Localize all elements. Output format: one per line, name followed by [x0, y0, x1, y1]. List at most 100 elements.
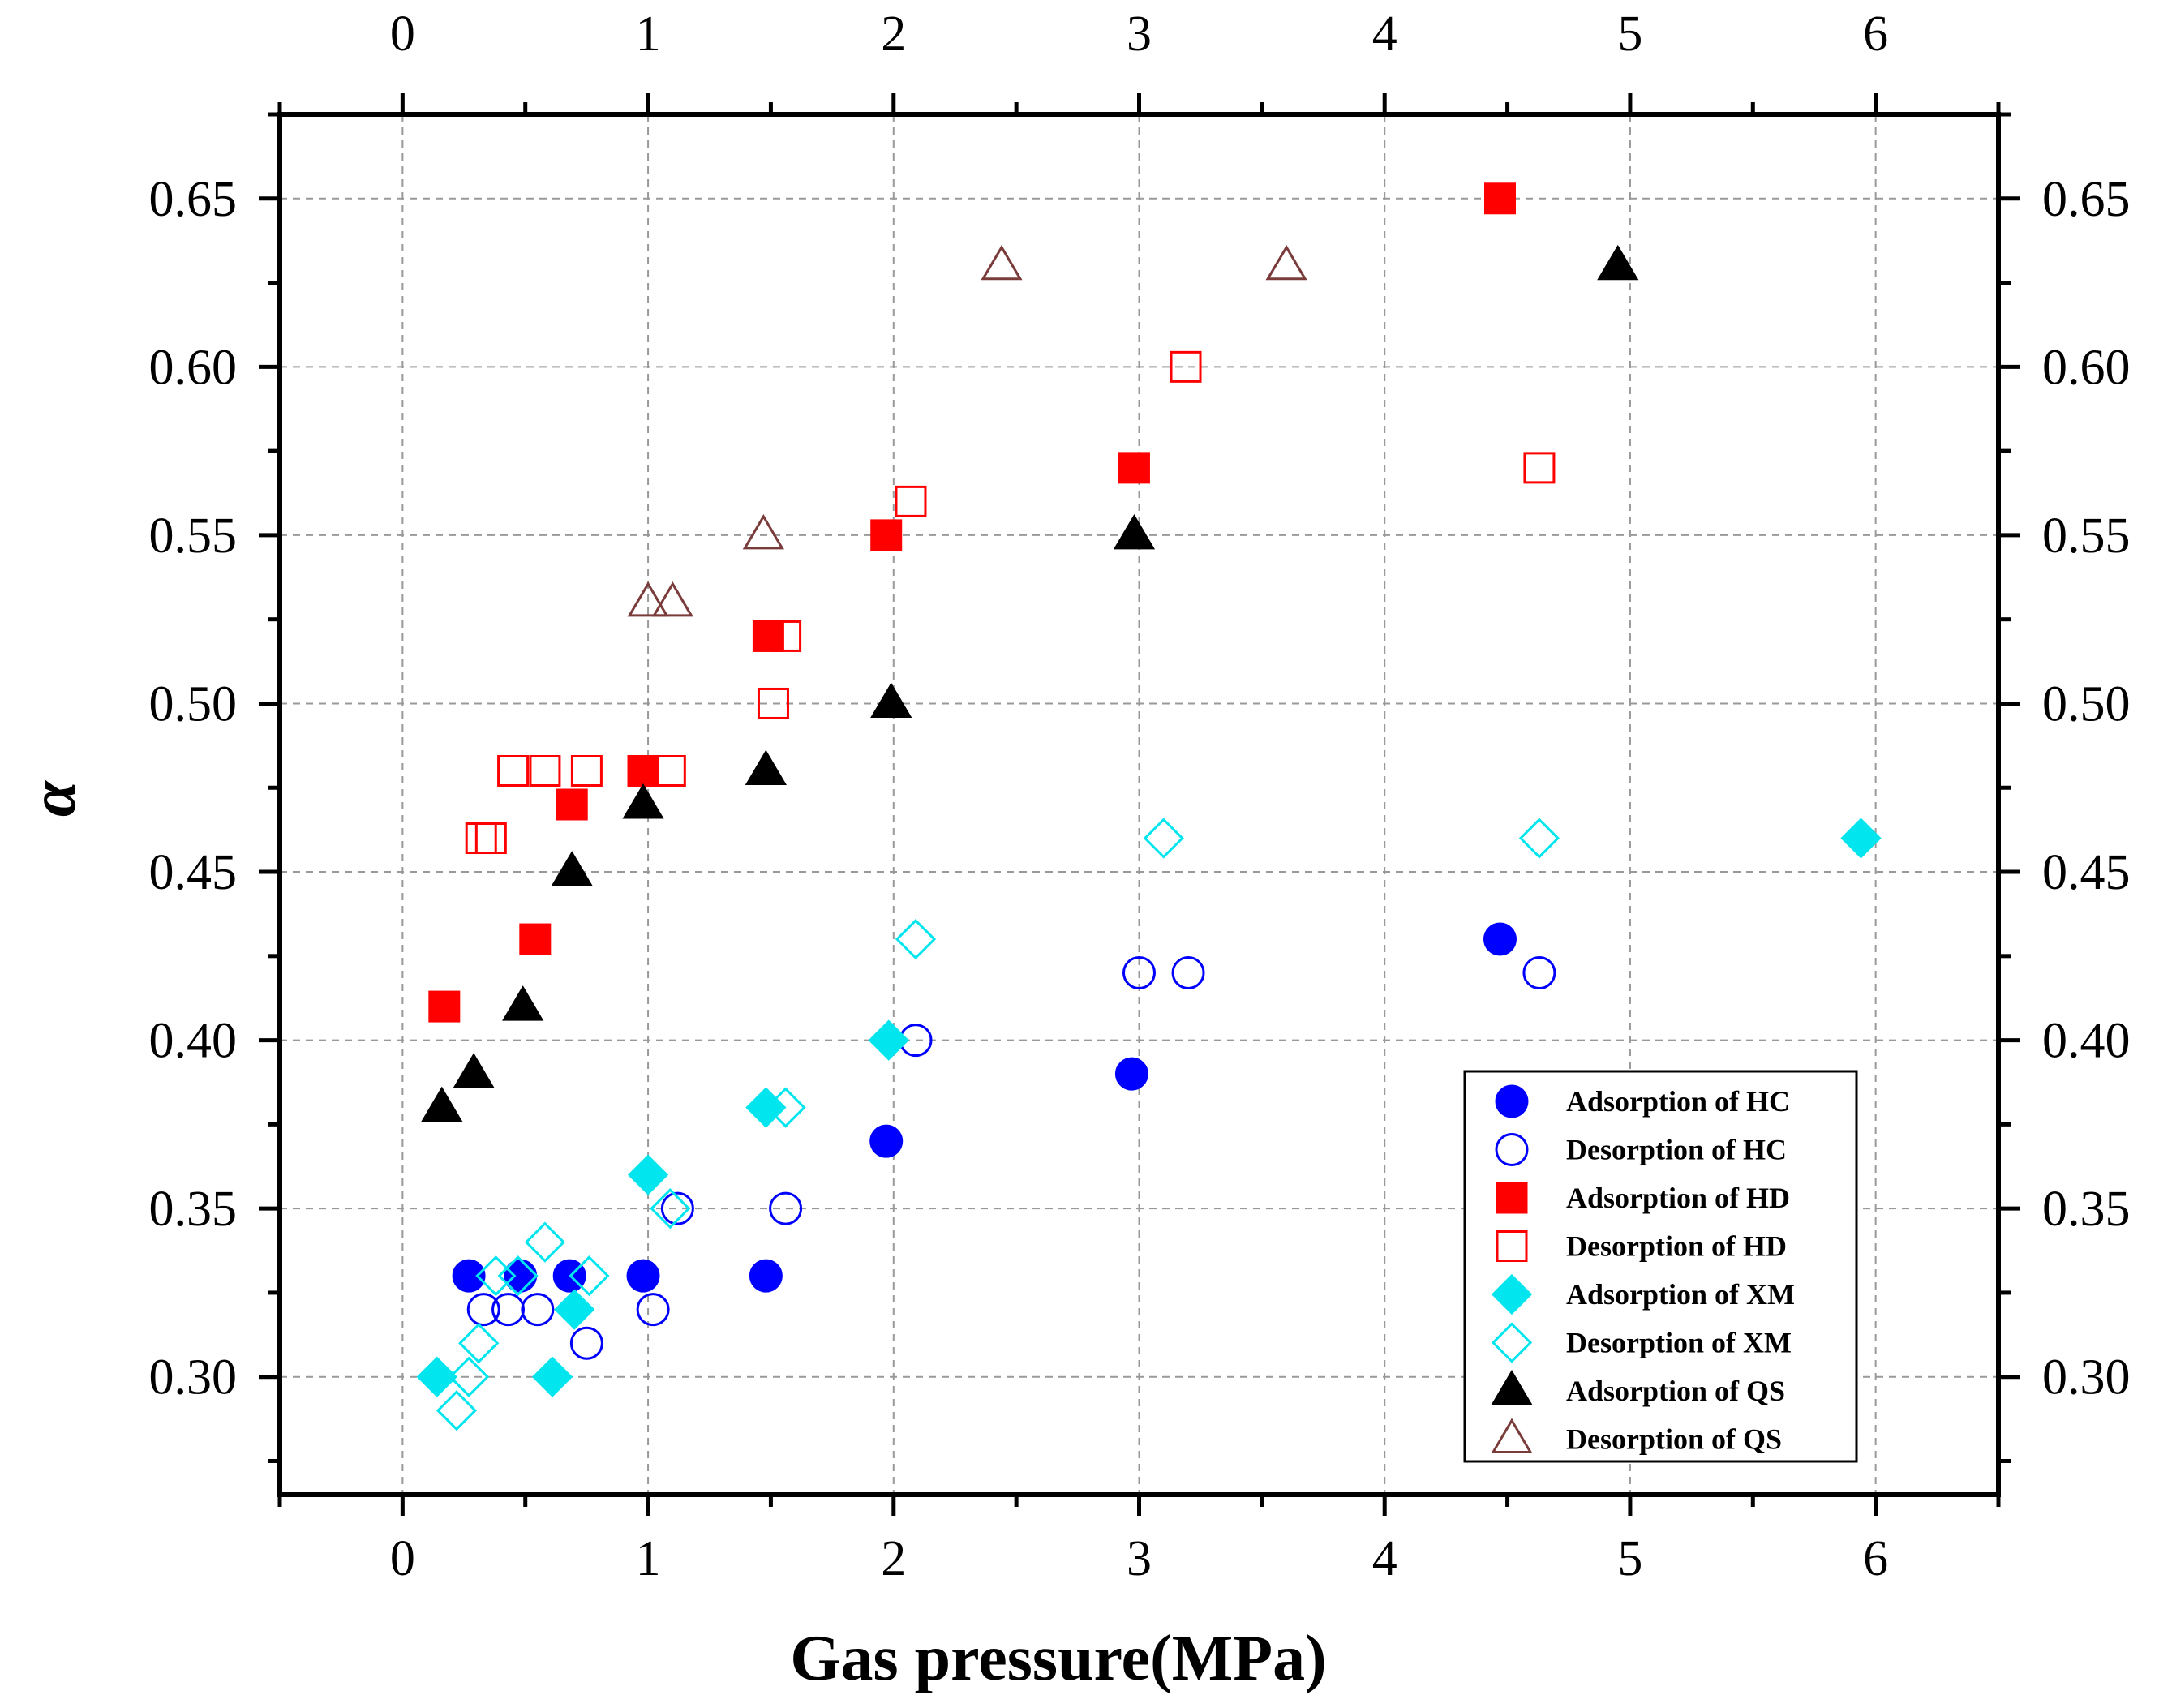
data-point	[870, 682, 912, 718]
data-point	[1483, 182, 1516, 215]
y-tick-label-right: 0.55	[2042, 509, 2131, 564]
data-markers	[416, 182, 1882, 1431]
data-point	[1522, 956, 1556, 990]
data-point	[436, 1390, 478, 1431]
series-desorption-of-hc	[466, 956, 1556, 1360]
legend-marker	[1495, 1084, 1529, 1118]
legend-label: Desorption of HD	[1566, 1230, 1787, 1263]
x-tick-label-top: 6	[1863, 6, 1888, 62]
data-point	[749, 1259, 783, 1293]
legend-marker	[1496, 1182, 1528, 1214]
x-tick-label-bottom: 2	[881, 1531, 906, 1586]
data-point	[531, 1356, 573, 1397]
x-tick-label-top: 1	[636, 6, 661, 62]
legend-item: Desorption of QS	[1491, 1418, 1782, 1456]
data-point	[627, 754, 659, 787]
x-tick-label-top: 0	[390, 6, 415, 62]
y-tick-label-left: 0.60	[149, 340, 238, 395]
data-point	[1122, 956, 1156, 990]
data-point	[466, 1293, 500, 1327]
data-point	[1114, 1057, 1148, 1091]
data-point	[650, 1188, 691, 1230]
data-point	[895, 485, 927, 517]
data-point	[551, 851, 593, 886]
data-point	[752, 620, 784, 652]
data-point	[458, 1323, 500, 1364]
series-desorption-of-hd	[465, 350, 1556, 855]
legend-item: Adsorption of XM	[1491, 1273, 1795, 1315]
series-adsorption-of-qs	[421, 244, 1639, 1122]
legend-label: Adsorption of QS	[1566, 1375, 1785, 1407]
y-tick-label-right: 0.50	[2042, 676, 2131, 732]
y-tick-label-right: 0.40	[2042, 1014, 2131, 1069]
legend: Adsorption of HC Desorption of HC Adsorpti…	[1463, 1070, 1858, 1463]
y-tick-label-left: 0.55	[149, 509, 238, 564]
x-tick-label-bottom: 5	[1617, 1531, 1642, 1586]
legend-marker	[1491, 1273, 1533, 1315]
legend-label: Desorption of HC	[1566, 1134, 1787, 1166]
data-point	[868, 1019, 909, 1061]
legend-item: Desorption of HD	[1496, 1230, 1787, 1263]
data-point	[1171, 956, 1205, 990]
y-tick-label-left: 0.35	[149, 1182, 238, 1237]
data-point	[1483, 922, 1517, 956]
legend-label: Adsorption of HD	[1566, 1182, 1790, 1214]
y-tick-label-left: 0.40	[149, 1014, 238, 1069]
data-point	[465, 822, 497, 855]
data-point	[570, 754, 603, 787]
legend-item: Desorption of XM	[1491, 1322, 1792, 1363]
data-point	[453, 1053, 495, 1088]
legend-item: Adsorption of HC	[1495, 1084, 1790, 1118]
data-point	[895, 918, 937, 960]
data-point	[474, 822, 507, 855]
x-tick-label-bottom: 3	[1127, 1531, 1152, 1586]
data-point	[554, 1289, 595, 1330]
data-point	[1265, 244, 1307, 281]
data-point	[1523, 452, 1556, 484]
data-point	[622, 783, 664, 819]
legend-label: Desorption of XM	[1566, 1327, 1792, 1359]
y-tick-label-left: 0.50	[149, 676, 238, 732]
y-tick-label-left: 0.30	[149, 1350, 238, 1405]
data-point	[428, 990, 461, 1023]
y-axis-title: α	[18, 779, 89, 817]
data-point	[448, 1356, 490, 1397]
data-point	[636, 1293, 670, 1327]
series-desorption-of-qs	[627, 244, 1307, 617]
legend-label: Adsorption of HC	[1566, 1085, 1790, 1118]
data-point	[556, 788, 588, 821]
data-point	[626, 1259, 660, 1293]
y-tick-label-left: 0.45	[149, 845, 238, 900]
x-tick-label-bottom: 1	[636, 1531, 661, 1586]
legend-label: Desorption of QS	[1566, 1423, 1782, 1456]
data-point	[491, 1293, 526, 1327]
data-point	[416, 1356, 457, 1397]
data-point	[452, 1259, 486, 1293]
data-point	[569, 1255, 610, 1297]
legend-box	[1463, 1070, 1858, 1463]
x-tick-label-top: 3	[1127, 6, 1152, 62]
data-point	[745, 749, 788, 785]
data-point	[497, 754, 530, 787]
y-tick-label-right: 0.60	[2042, 340, 2131, 395]
data-point	[1143, 818, 1184, 859]
data-point	[1113, 513, 1156, 550]
data-point	[627, 1154, 669, 1195]
data-point	[770, 620, 802, 652]
data-point	[769, 1191, 803, 1225]
data-point	[521, 1293, 555, 1327]
data-point	[870, 519, 903, 551]
data-point	[1840, 818, 1882, 859]
series-desorption-of-xm	[436, 818, 1560, 1431]
data-point	[742, 513, 784, 550]
y-tick-label-right: 0.30	[2042, 1350, 2131, 1405]
data-point	[765, 1087, 806, 1128]
y-tick-label-left: 0.65	[149, 172, 238, 227]
legend-label: Adsorption of XM	[1566, 1278, 1795, 1311]
y-tick-label-right: 0.35	[2042, 1182, 2131, 1237]
legend-marker	[1491, 1370, 1533, 1405]
data-point	[981, 244, 1023, 281]
data-point	[502, 985, 544, 1021]
axis-ticks: 0 0 1 1 2 2 3 3 4 4 5 5 6 6 0.30 0.30 0.35 0.35 0.40 0.40 0.…	[149, 6, 2131, 1586]
